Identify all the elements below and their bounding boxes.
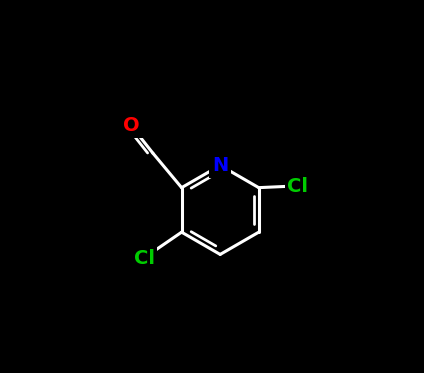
Text: O: O: [123, 116, 139, 135]
Text: N: N: [212, 156, 228, 175]
Text: Cl: Cl: [134, 248, 155, 267]
Text: Cl: Cl: [287, 177, 308, 196]
